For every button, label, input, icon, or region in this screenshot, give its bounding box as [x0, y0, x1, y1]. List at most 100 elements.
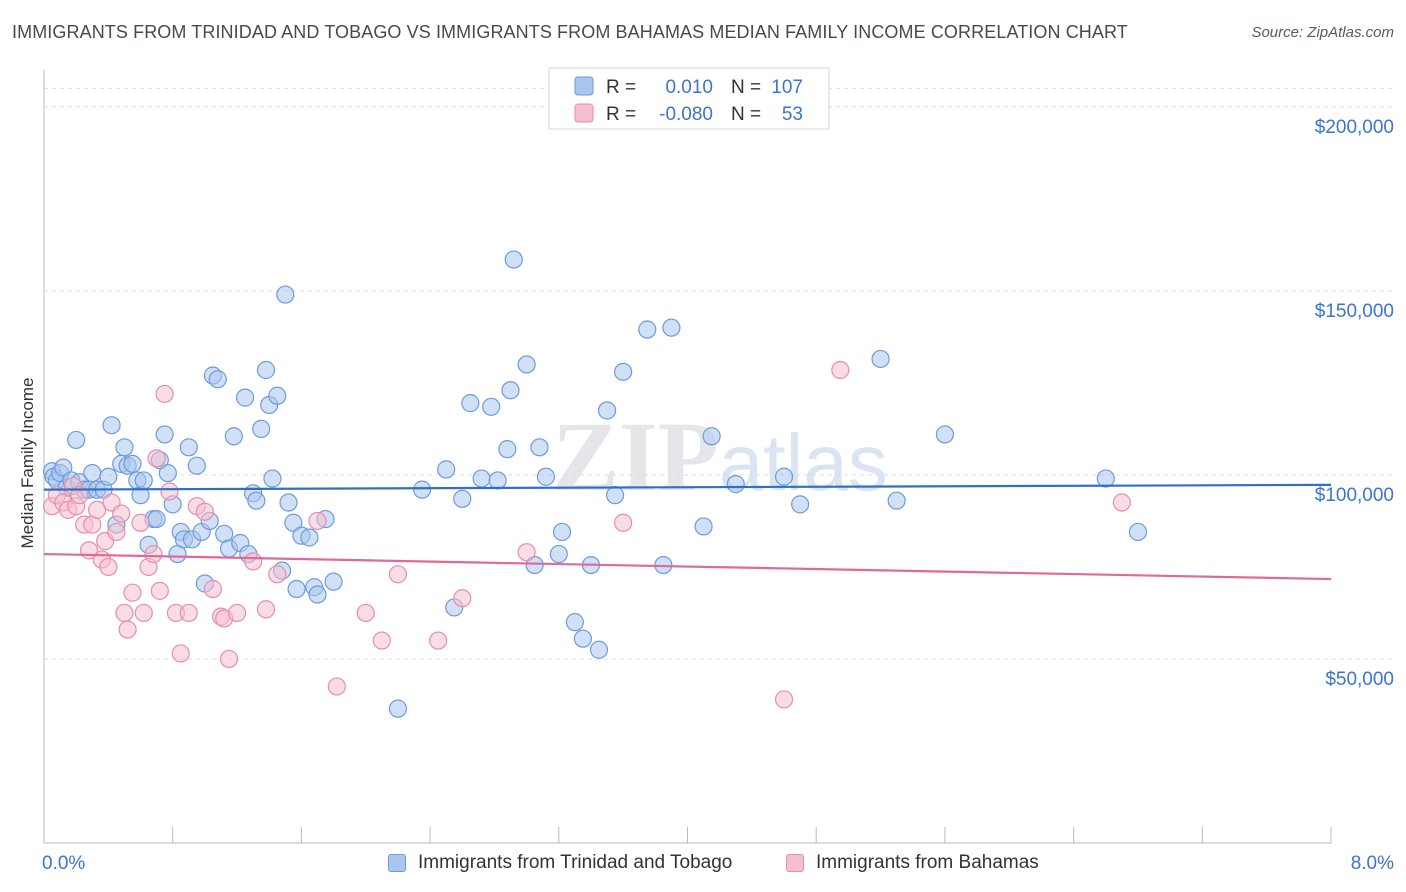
legend-label-bahamas: Immigrants from Bahamas: [816, 852, 1039, 873]
bahamas-point-15: [107, 522, 126, 542]
legend-top: R = 0.010 N = 107 R = -0.080 N = 53: [548, 67, 830, 130]
legend-top-r-label-1: R =: [606, 77, 636, 98]
watermark-zip: ZIP: [552, 401, 719, 512]
bahamas-point-33: [203, 579, 223, 599]
y-tick-label-0: $50,000: [1325, 669, 1394, 690]
series-bahamas-points: [42, 360, 1131, 709]
trinidad-point-14: [99, 467, 118, 486]
trinidad-point-51: [256, 360, 276, 380]
trinidad-point-93: [662, 318, 681, 337]
legend-top-n-label-1: N =: [731, 77, 761, 98]
trinidad-point-88: [597, 401, 617, 420]
trinidad-point-87: [589, 640, 609, 659]
legend-top-swatch-blue: [574, 76, 594, 96]
legend-item-bahamas[interactable]: Immigrants from Bahamas: [786, 852, 1039, 874]
trinidad-point-74: [488, 471, 507, 490]
bahamas-point-45: [388, 565, 408, 584]
trinidad-point-79: [525, 555, 544, 575]
trinidad-point-70: [453, 489, 472, 508]
trinidad-point-85: [573, 629, 593, 648]
bahamas-point-19: [123, 583, 142, 602]
bahamas-point-48: [517, 543, 536, 562]
trinidad-point-7: [67, 430, 86, 450]
trinidad-point-59: [287, 579, 306, 599]
legend-top-n-value-1: 107: [771, 77, 803, 98]
trinidad-point-101: [935, 425, 955, 444]
legend-bottom: Immigrants from Trinidad and Tobago Immi…: [0, 852, 1406, 878]
y-axis-label: Median Family Income: [18, 377, 37, 548]
trinidad-point-83: [552, 522, 572, 542]
legend-top-r-label-2: R =: [606, 104, 636, 125]
trinidad-point-34: [179, 438, 198, 457]
trinidad-point-102: [1096, 469, 1115, 488]
bahamas-point-40: [268, 565, 287, 584]
trinidad-point-73: [482, 397, 501, 416]
trinidad-point-99: [871, 349, 890, 369]
bahamas-point-52: [1112, 493, 1131, 512]
bahamas-point-23: [144, 544, 163, 564]
bahamas-point-25: [150, 581, 169, 600]
trinidad-point-67: [412, 480, 432, 499]
bahamas-point-46: [429, 631, 448, 650]
trinidad-point-29: [158, 463, 177, 483]
trend-line-trinidad: [43, 483, 1332, 491]
trinidad-point-94: [694, 517, 713, 536]
trinidad-point-78: [517, 355, 536, 374]
bahamas-point-20: [131, 513, 150, 532]
trinidad-point-61: [300, 528, 319, 547]
trinidad-point-53: [263, 469, 282, 488]
trinidad-point-23: [134, 471, 153, 490]
x-tick-labels: 0.0% 8.0%: [42, 853, 1394, 874]
trinidad-point-50: [252, 419, 271, 438]
trinidad-point-75: [498, 440, 517, 459]
trinidad-point-44: [224, 427, 243, 446]
bahamas-point-29: [171, 644, 190, 663]
chart-title: IMMIGRANTS FROM TRINIDAD AND TOBAGO VS I…: [12, 22, 1128, 42]
legend-item-trinidad[interactable]: Immigrants from Trinidad and Tobago: [388, 852, 732, 874]
trinidad-point-96: [726, 475, 745, 494]
bahamas-point-30: [179, 603, 198, 623]
trinidad-point-98: [791, 495, 810, 514]
bahamas-point-49: [614, 513, 633, 532]
trinidad-point-71: [461, 394, 480, 413]
trinidad-point-65: [324, 572, 343, 591]
legend-top-r-value-1: 0.010: [665, 77, 713, 98]
bahamas-point-42: [327, 677, 346, 696]
bahamas-point-18: [118, 620, 137, 639]
trinidad-point-54: [268, 386, 287, 405]
bahamas-point-13: [99, 557, 118, 577]
trinidad-point-103: [1128, 522, 1148, 542]
watermark: ZIPatlas: [552, 401, 888, 512]
bahamas-point-36: [219, 649, 239, 669]
trend-line-bahamas: [43, 552, 1332, 581]
bahamas-point-37: [227, 603, 247, 623]
trinidad-point-89: [606, 486, 625, 505]
trinidad-point-81: [536, 467, 556, 486]
trinidad-point-66: [388, 699, 408, 718]
trinidad-point-97: [774, 467, 794, 486]
trinidad-point-49: [247, 491, 266, 510]
bahamas-point-6: [70, 486, 89, 505]
trend-lines: [43, 483, 1332, 581]
bahamas-point-41: [308, 511, 327, 531]
bahamas-point-38: [244, 552, 263, 571]
watermark-atlas: atlas: [719, 418, 888, 507]
trinidad-point-4: [54, 458, 73, 477]
trinidad-point-18: [115, 438, 134, 457]
bahamas-point-32: [195, 502, 214, 521]
bahamas-point-51: [831, 360, 850, 380]
trinidad-point-91: [638, 320, 657, 339]
legend-swatch-trinidad: [388, 854, 406, 872]
bahamas-point-24: [147, 449, 166, 468]
x-tick-label-1: 8.0%: [1351, 853, 1394, 874]
trinidad-point-80: [530, 438, 549, 457]
bahamas-point-17: [115, 603, 134, 623]
trinidad-point-76: [501, 381, 520, 400]
trinidad-point-82: [549, 544, 568, 564]
legend-swatch-bahamas: [786, 854, 804, 872]
bahamas-point-50: [774, 690, 794, 709]
bahamas-point-27: [160, 482, 179, 501]
y-tick-label-1: $100,000: [1315, 485, 1394, 506]
y-tick-label-2: $150,000: [1315, 301, 1394, 322]
